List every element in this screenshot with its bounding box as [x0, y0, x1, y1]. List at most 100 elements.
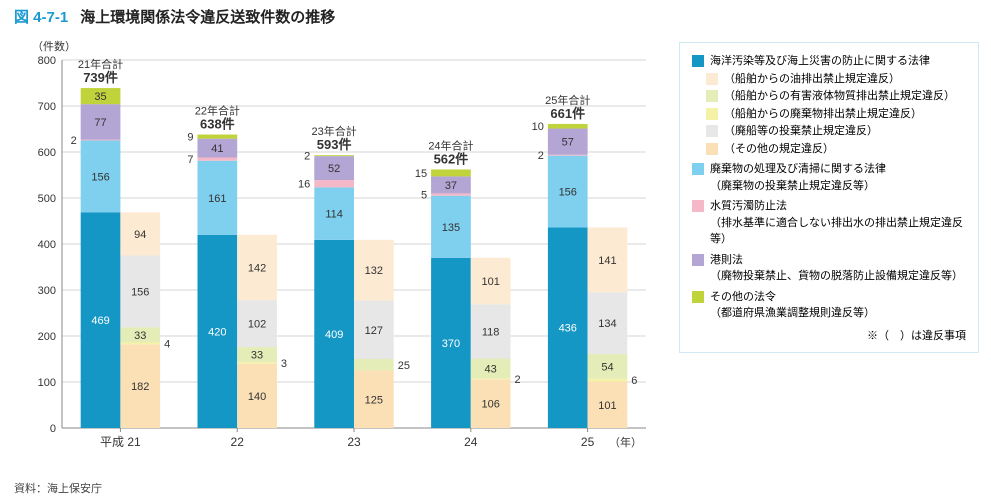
xtick-label: 24 [464, 435, 478, 449]
xtick-label: 平成 21 [100, 435, 141, 449]
ytick-label: 300 [38, 285, 56, 297]
total-label-line1: 23年合計 [312, 124, 357, 138]
bar-side-label: 142 [248, 262, 266, 274]
ytick-label: 800 [38, 55, 56, 67]
bar-side-label: 182 [131, 381, 149, 393]
bar-main-other [314, 155, 354, 156]
bar-side-label: 118 [482, 326, 500, 338]
legend-item-sub: （船舶からの油排出禁止規定違反） [706, 71, 966, 88]
legend-label: （その他の規定違反） [724, 141, 966, 158]
total-label-line2: 739件 [83, 70, 118, 85]
bar-main-label: 41 [211, 143, 223, 155]
ytick-label: 200 [38, 331, 56, 343]
total-label-line1: 21年合計 [78, 57, 123, 71]
bar-main-label: 9 [187, 132, 193, 144]
legend-swatch [706, 125, 718, 137]
chart-area: 0100200300400500600700800（件数）46915627735… [14, 32, 664, 472]
bar-side-label: 4 [164, 338, 170, 350]
bar-side-label: 25 [398, 360, 410, 372]
bar-side-label: 101 [481, 276, 499, 288]
yaxis-unit: （件数） [32, 40, 76, 53]
bar-main-label: 37 [445, 180, 457, 192]
legend-label: （船舶からの有害液体物質排出禁止規定違反） [724, 88, 966, 105]
figure-title: 海上環境関係法令違反送致件数の推移 [80, 6, 335, 27]
bar-side-label: 106 [481, 399, 499, 411]
legend-label: （船舶からの廃棄物排出禁止規定違反） [724, 106, 966, 123]
xtick-label: 25 [581, 435, 595, 449]
xtick-label: 22 [231, 435, 245, 449]
bar-main-label: 5 [421, 190, 427, 202]
legend-label: 水質汚濁防止法（排水基準に適合しない排出水の排出禁止規定違反等） [710, 198, 966, 248]
legend-swatch [692, 163, 704, 175]
bar-main-label: 77 [94, 117, 106, 129]
ytick-label: 100 [38, 377, 56, 389]
legend-swatch [692, 200, 704, 212]
bar-side-label: 33 [251, 350, 263, 362]
ytick-label: 500 [38, 193, 56, 205]
bar-main-label: 16 [298, 179, 310, 191]
legend-item-sub: （廃船等の投棄禁止規定違反） [706, 123, 966, 140]
legend-swatch [692, 291, 704, 303]
bar-main-other [197, 135, 237, 139]
legend-item-sub: （船舶からの廃棄物排出禁止規定違反） [706, 106, 966, 123]
legend-swatch [692, 254, 704, 266]
source-note: 資料：海上保安庁 [14, 480, 102, 496]
total-label-line2: 638件 [200, 117, 235, 132]
bar-main-water [81, 140, 121, 141]
legend-item-main: 海洋汚染等及び海上災害の防止に関する法律 [692, 53, 966, 70]
legend-swatch [706, 73, 718, 85]
legend-label: 港則法（廃物投棄禁止、貨物の脱落防止設備規定違反等） [710, 252, 966, 285]
bar-main-label: 10 [532, 121, 544, 133]
bar-main-label: 370 [442, 338, 460, 350]
bar-main-label: 7 [187, 154, 193, 166]
legend-swatch [706, 90, 718, 102]
ytick-label: 400 [38, 239, 56, 251]
legend-item-main: 港則法（廃物投棄禁止、貨物の脱落防止設備規定違反等） [692, 252, 966, 285]
total-label-line1: 24年合計 [428, 138, 473, 152]
legend-note: ※（ ）は違反事項 [692, 328, 966, 345]
bar-side-label: 132 [365, 265, 383, 277]
bar-main-label: 2 [304, 151, 310, 163]
bar-side-s-yellow [237, 362, 277, 363]
xtick-label: 23 [347, 435, 361, 449]
bar-main-label: 420 [208, 326, 226, 338]
bar-side-label: 156 [131, 286, 149, 298]
legend-item-main: 水質汚濁防止法（排水基準に適合しない排出水の排出禁止規定違反等） [692, 198, 966, 248]
bar-side-s-yellow [120, 342, 160, 344]
bar-main-label: 57 [562, 137, 574, 149]
bar-side-label: 54 [601, 361, 613, 373]
legend-item-main: 廃棄物の処理及び清掃に関する法律（廃棄物の投棄禁止規定違反等） [692, 161, 966, 194]
bar-side-s-green [354, 359, 394, 371]
total-label-line2: 562件 [434, 151, 469, 166]
legend: 海洋汚染等及び海上災害の防止に関する法律（船舶からの油排出禁止規定違反）（船舶か… [679, 42, 979, 353]
bar-main-label: 436 [559, 323, 577, 335]
bar-main-other [431, 169, 471, 176]
legend-label: 廃棄物の処理及び清掃に関する法律（廃棄物の投棄禁止規定違反等） [710, 161, 966, 194]
legend-swatch [692, 55, 704, 67]
bar-side-s-yellow [588, 379, 628, 382]
bar-side-label: 102 [248, 319, 266, 331]
legend-item-sub: （その他の規定違反） [706, 141, 966, 158]
total-label-line1: 25年合計 [545, 93, 590, 107]
bar-main-label: 156 [559, 187, 577, 199]
bar-side-label: 125 [365, 394, 383, 406]
bar-main-label: 52 [328, 163, 340, 175]
stacked-bar-chart: 0100200300400500600700800（件数）46915627735… [14, 32, 664, 472]
ytick-label: 0 [50, 423, 56, 435]
xaxis-unit: （年） [609, 435, 642, 449]
legend-item-main: その他の法令（都道府県漁業調整規則違反等） [692, 289, 966, 322]
total-label-line1: 22年合計 [195, 104, 240, 118]
total-label-line2: 593件 [317, 137, 352, 152]
bar-main-label: 114 [325, 209, 343, 221]
bar-main-label: 135 [442, 222, 460, 234]
bar-side-label: 2 [515, 374, 521, 386]
bar-side-s-yellow [471, 378, 511, 379]
legend-label: 海洋汚染等及び海上災害の防止に関する法律 [710, 53, 966, 70]
bar-main-label: 15 [415, 168, 427, 180]
bar-side-label: 134 [598, 318, 616, 330]
bar-side-label: 3 [281, 358, 287, 370]
bar-main-label: 2 [538, 150, 544, 162]
bar-side-label: 141 [598, 255, 616, 267]
bar-side-label: 101 [598, 400, 616, 412]
figure-number: 図 4-7-1 [14, 6, 68, 27]
